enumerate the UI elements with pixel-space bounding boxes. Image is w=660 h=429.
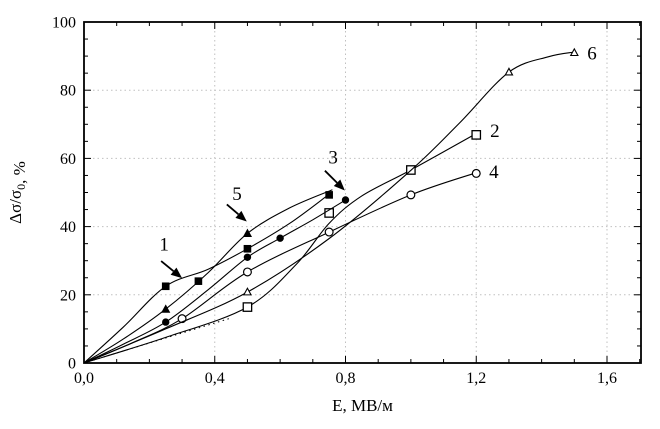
marker-filled-triangle	[242, 228, 253, 238]
series-1-line	[83, 193, 330, 364]
arrow-head	[235, 210, 247, 222]
marker-filled-circle	[243, 253, 252, 261]
series-6: 6	[83, 43, 597, 364]
marker-open-circle	[324, 227, 334, 237]
series-2-line	[83, 133, 477, 364]
y-tick-label: 20	[60, 287, 76, 304]
arrow-head	[333, 179, 345, 191]
marker-filled-circle	[341, 196, 350, 204]
series-1: 1	[83, 191, 333, 364]
series-3-arrow	[324, 170, 345, 191]
marker-open-circle	[471, 168, 481, 178]
tick-labels: 0,0 0,4 0,8 1,2 1,6 0 20 40 60 80 100	[52, 15, 617, 388]
marker-filled-square	[243, 244, 252, 253]
x-tick-label: 0,4	[205, 370, 225, 387]
y-tick-label: 80	[60, 83, 76, 100]
marker-filled-circle	[276, 234, 284, 242]
tick-marks	[84, 22, 641, 363]
grid-layer	[84, 22, 641, 363]
series-4-label: 4	[489, 162, 499, 183]
marker-open-circle	[406, 190, 416, 200]
series-1-label: 1	[159, 234, 169, 255]
series-5-label: 5	[232, 184, 242, 205]
series-5-line	[83, 189, 333, 364]
series-5-arrow	[226, 203, 247, 222]
y-tick-label: 60	[60, 151, 76, 168]
x-tick-label: 0,8	[336, 370, 356, 387]
marker-filled-triangle	[161, 304, 171, 313]
marker-open-square	[242, 302, 253, 312]
series-1-arrow	[160, 260, 183, 279]
x-tick-label: 0,0	[74, 370, 94, 387]
y-axis-title: Δσ/σ0, %	[6, 161, 29, 224]
series-5: 5	[83, 184, 333, 364]
arrow-shaft	[160, 260, 175, 272]
marker-filled-square	[325, 191, 333, 199]
x-tick-label: 1,6	[597, 370, 617, 387]
marker-open-triangle	[569, 47, 579, 57]
y-tick-label: 100	[52, 15, 76, 32]
x-axis-title: E, МВ/м	[332, 396, 393, 415]
y-tick-label: 0	[68, 356, 76, 373]
series-6-label: 6	[587, 43, 597, 64]
series-3-line	[83, 199, 346, 364]
marker-open-triangle	[242, 287, 252, 296]
arrow-shaft	[226, 203, 240, 216]
y-tick-label: 40	[60, 219, 76, 236]
marker-filled-square	[161, 282, 170, 291]
marker-open-triangle	[504, 67, 514, 76]
series-2: 2	[83, 121, 500, 364]
marker-open-circle	[242, 267, 252, 277]
series-3: 3	[83, 147, 350, 364]
arrow-shaft	[324, 170, 338, 184]
series-2-label: 2	[490, 121, 500, 142]
arrow-head	[170, 267, 183, 279]
marker-open-square	[471, 130, 482, 140]
x-tick-label: 1,2	[466, 370, 486, 387]
marker-filled-circle	[162, 318, 170, 326]
series-3-label: 3	[328, 147, 338, 168]
series-6-line	[83, 51, 575, 364]
